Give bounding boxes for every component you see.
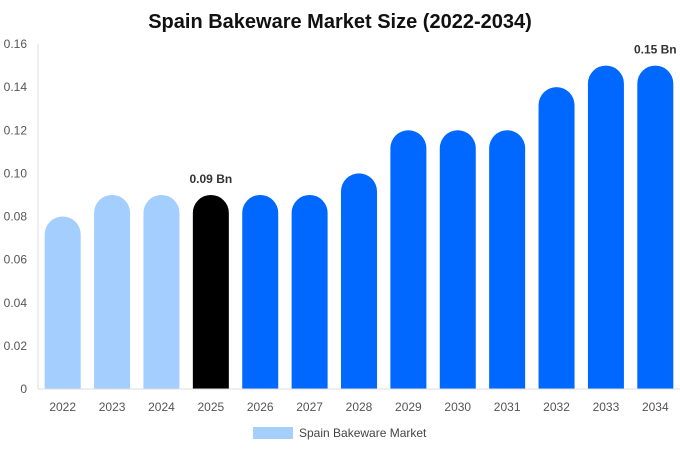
x-tick-label: 2033	[593, 400, 620, 414]
legend-swatch	[253, 427, 293, 439]
x-tick-label: 2024	[148, 400, 175, 414]
bar-2027	[291, 194, 328, 389]
y-tick-label: 0.10	[4, 166, 28, 180]
x-tick-label: 2023	[99, 400, 126, 414]
bars	[44, 65, 674, 390]
bar-2024	[143, 194, 180, 389]
bar-2029	[390, 130, 427, 390]
x-tick-label: 2029	[395, 400, 422, 414]
x-tick-label: 2030	[444, 400, 471, 414]
legend-label: Spain Bakeware Market	[299, 426, 427, 440]
data-label-2034: 0.15 Bn	[634, 43, 677, 57]
x-axis: 2022 2023 2024 2025 2026 2027 2028 2029 2030 2031…	[38, 388, 680, 414]
x-tick-label: 2026	[247, 400, 274, 414]
x-tick-label: 2031	[494, 400, 521, 414]
y-tick-label: 0.16	[4, 37, 28, 51]
bar-2028	[341, 173, 377, 389]
bar-2031	[489, 130, 526, 389]
y-tick-label: 0.06	[4, 253, 28, 267]
y-tick-label: 0.02	[4, 339, 28, 353]
data-labels: 0.09 Bn 0.15 Bn	[190, 43, 677, 186]
x-tick-label: 2027	[296, 400, 323, 414]
y-tick-label: 0.14	[4, 80, 28, 94]
y-axis: 0 0.02 0.04 0.06 0.08 0.10 0.12 0.14 0.16	[4, 37, 39, 396]
x-tick-label: 2025	[197, 400, 224, 414]
bar-2022	[44, 216, 81, 389]
legend: Spain Bakeware Market	[253, 426, 427, 440]
bar-2032	[538, 87, 575, 389]
bar-2030	[439, 130, 476, 390]
bar-2034	[637, 65, 674, 389]
bar-2023	[94, 194, 131, 389]
y-tick-label: 0.12	[4, 123, 28, 137]
x-tick-label: 2034	[642, 400, 669, 414]
x-tick-label: 2028	[346, 400, 373, 414]
chart-title: Spain Bakeware Market Size (2022-2034)	[148, 11, 532, 33]
x-tick-label: 2032	[543, 400, 570, 414]
y-tick-label: 0	[20, 382, 27, 396]
x-tick-label: 2022	[49, 400, 76, 414]
data-label-2025: 0.09 Bn	[190, 172, 233, 186]
bar-2033	[587, 65, 624, 389]
y-tick-label: 0.08	[4, 210, 28, 224]
bar-2025	[192, 194, 229, 389]
bar-2026	[242, 194, 279, 389]
y-tick-label: 0.04	[4, 296, 28, 310]
